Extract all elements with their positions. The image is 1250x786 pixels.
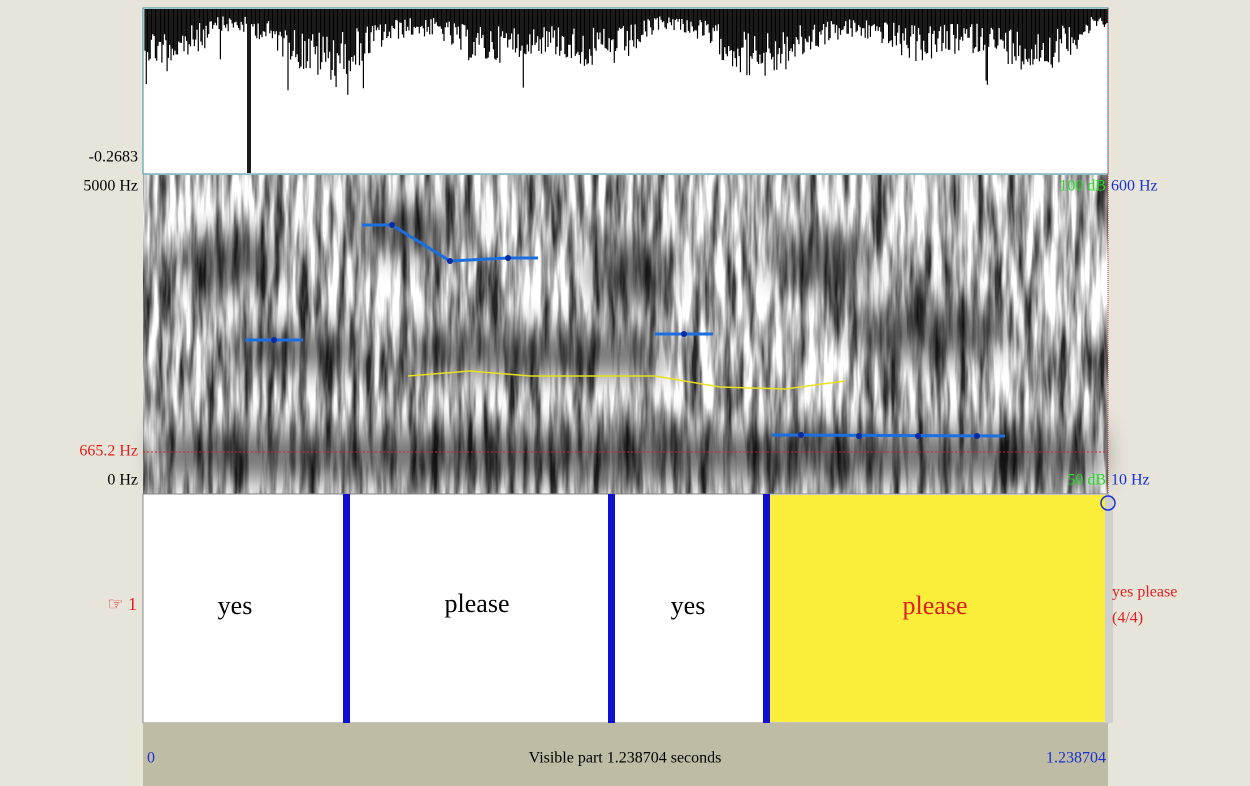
interval-text[interactable]: yes (218, 591, 253, 620)
top-pitch: 600 Hz (1111, 178, 1158, 195)
tier-name: yes please (1112, 584, 1177, 601)
tier-position: (4/4) (1112, 610, 1143, 627)
end-time: 1.238704 (1046, 750, 1106, 767)
spectrogram (143, 175, 1108, 494)
visible-part: Visible part 1.238704 seconds (529, 750, 722, 767)
top-db: 100 dB (1059, 178, 1106, 195)
bottom-frequency: 0 Hz (107, 472, 138, 489)
interval-text[interactable]: please (445, 589, 510, 618)
interval-text[interactable]: please (903, 591, 968, 620)
top-frequency: 5000 Hz (83, 178, 138, 195)
interval-text[interactable]: yes (671, 591, 706, 620)
sound-editor: -0.2683 5000 Hz 665.2 Hz 0 Hz 100 dB 50 … (0, 0, 1250, 786)
bottom-pitch: 10 Hz (1111, 472, 1150, 489)
waveform-min-label: -0.2683 (89, 149, 138, 166)
tier-label[interactable]: ☞ 1 (107, 594, 137, 614)
start-time: 0 (147, 750, 155, 767)
page: {"waveform": {"min_label": "-0.2683"}, "… (0, 0, 1250, 786)
bottom-db: 50 dB (1067, 472, 1106, 489)
cursor-frequency: 665.2 Hz (79, 443, 138, 460)
